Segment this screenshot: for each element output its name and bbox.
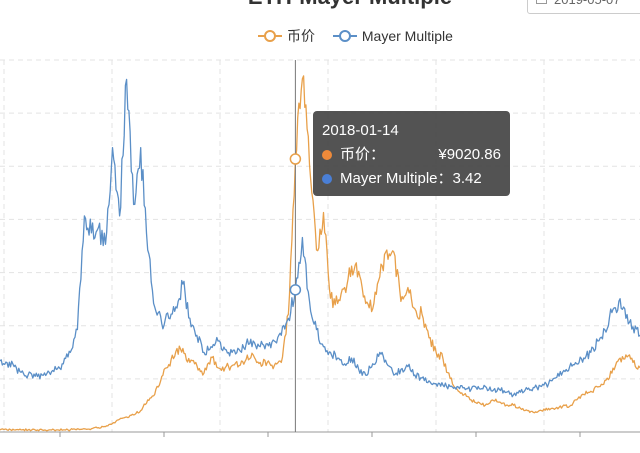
series-line-price — [0, 75, 640, 432]
series-line-mayer-multiple — [0, 78, 640, 398]
legend-label-mayer-multiple: Mayer Multiple — [361, 28, 453, 44]
legend-item-mayer-multiple[interactable]: Mayer Multiple — [332, 28, 453, 44]
tooltip-date: 2018-01-14 — [322, 122, 399, 139]
legend-swatch-price — [258, 29, 282, 43]
hover-point-price — [289, 153, 302, 165]
tooltip-price-label: 币价： — [340, 146, 386, 163]
date-picker-value: 2019-05-07 — [554, 0, 621, 7]
tooltip-row-price: 币价： ¥9020.86 — [322, 143, 501, 167]
legend-label-price: 币价 — [287, 28, 315, 44]
tooltip-row-mayer-multiple: Mayer Multiple：3.42 — [322, 167, 501, 191]
hover-layer — [289, 60, 302, 432]
tooltip: 2018-01-14 币价： ¥9020.86 Mayer Multiple：3.… — [313, 111, 510, 196]
tooltip-mm-label: Mayer Multiple： — [340, 170, 453, 187]
tooltip-mm-value: 3.42 — [452, 170, 482, 187]
legend-item-price[interactable]: 币价 — [258, 26, 315, 46]
date-picker[interactable]: 2019-05-07 — [527, 0, 640, 14]
x-axis — [0, 431, 640, 437]
tooltip-price-dot — [322, 150, 332, 160]
legend: 币价 Mayer Multiple — [258, 26, 467, 44]
tooltip-price-value: ¥9020.86 — [438, 146, 501, 163]
series-layer — [0, 75, 640, 432]
tooltip-mm-dot — [322, 174, 332, 184]
legend-swatch-mayer-multiple — [332, 29, 357, 43]
hover-point-mayer-multiple — [289, 284, 302, 296]
chart-title: ETH-Mayer Multiple — [200, 0, 500, 10]
calendar-icon — [536, 0, 547, 4]
